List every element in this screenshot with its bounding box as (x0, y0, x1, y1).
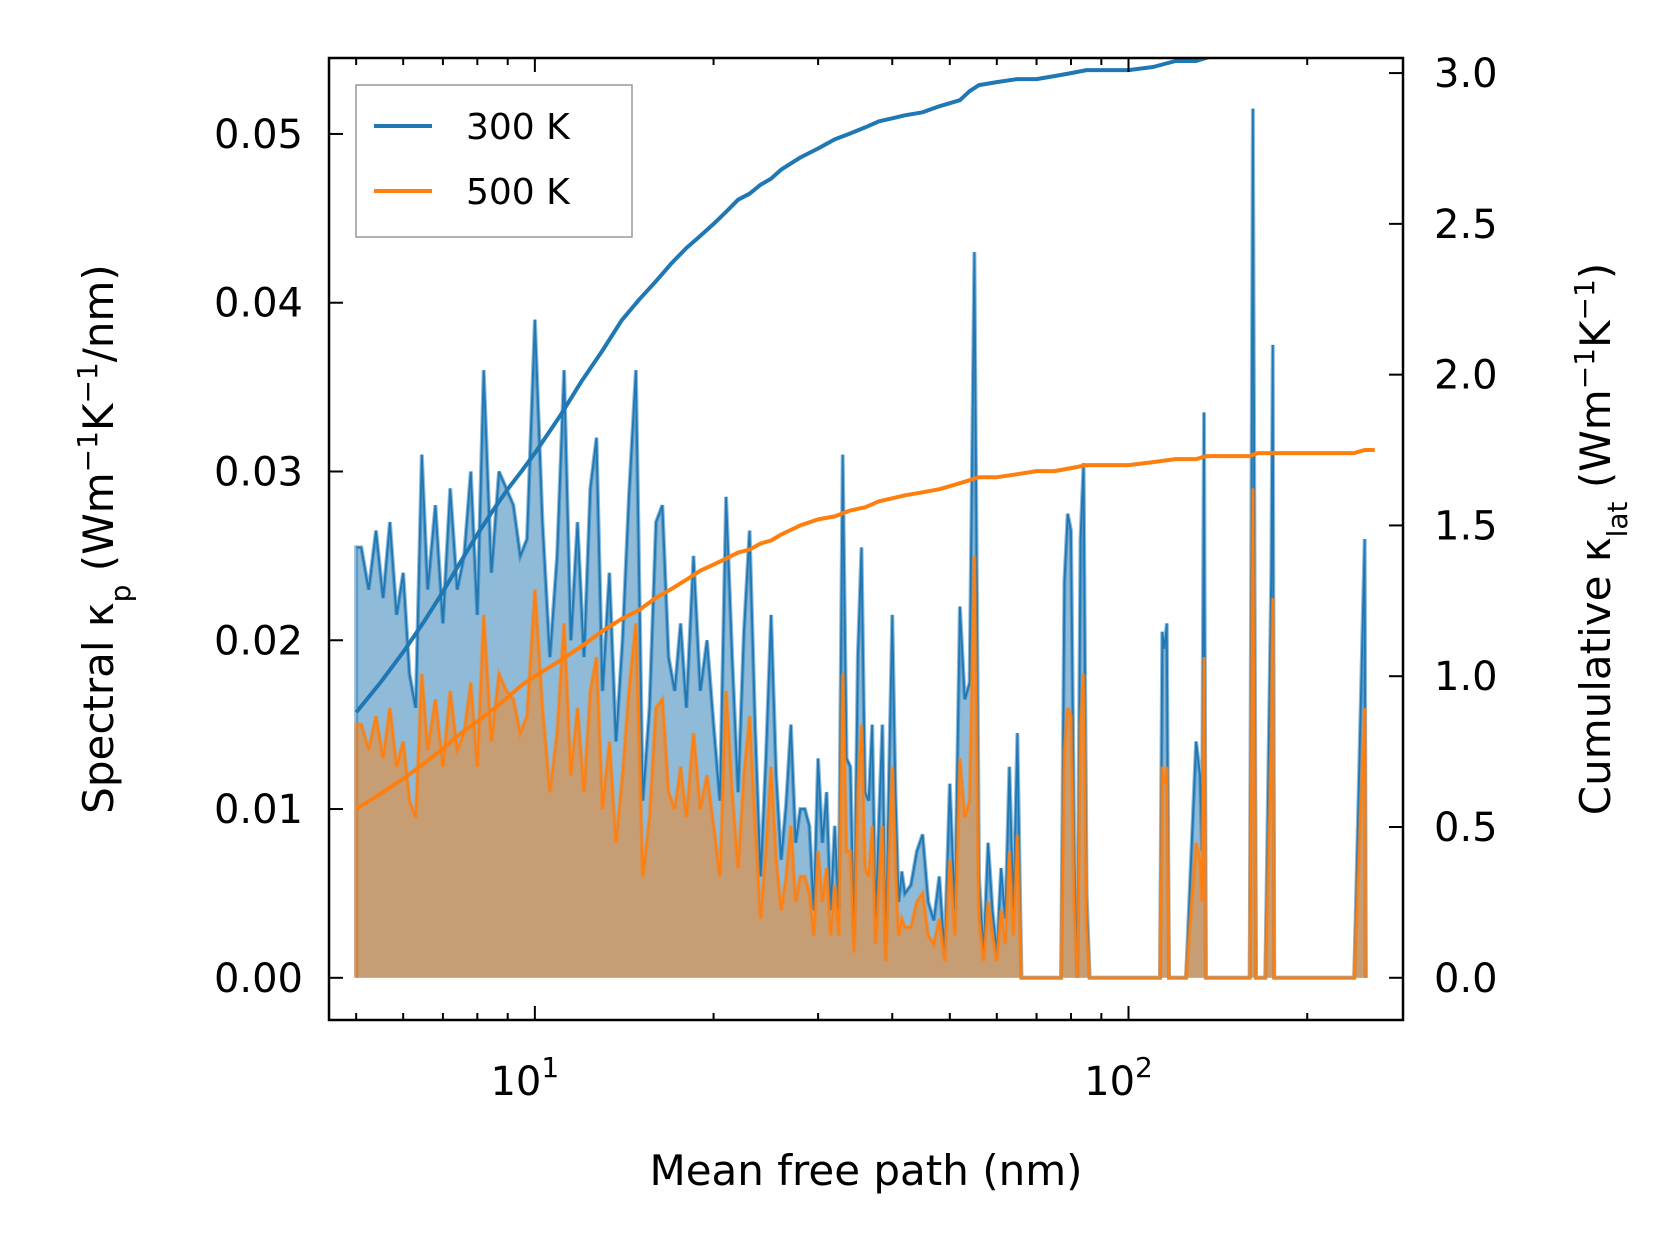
x-tick-label: 102 (1084, 1051, 1153, 1105)
y-left-tick-label: 0.05 (214, 112, 303, 158)
y-left-tick-label: 0.02 (214, 618, 303, 664)
y-left-tick-label: 0.01 (214, 787, 303, 833)
ticks-layer: 101 102 0.00 0.01 0.02 0.03 0.04 0.05 0.0 0.5 1.0 1… (214, 51, 1498, 1105)
y-right-tick-label: 2.5 (1434, 202, 1498, 248)
legend-label-300k: 300 K (466, 107, 571, 148)
plot-frame (327, 56, 1405, 1022)
y-left-tick-label: 0.03 (214, 449, 303, 495)
cumulative-line-500k (355, 448, 1375, 811)
y-axis-right-label: Cumulative κlat (Wm−1K−1) (1568, 263, 1634, 815)
y-right-tick-label: 2.0 (1434, 353, 1498, 399)
y-right-tick-label: 1.5 (1434, 503, 1498, 549)
y-right-tick-label: 0.0 (1434, 956, 1498, 1002)
y-right-tick-label: 0.5 (1434, 805, 1498, 851)
y-right-tick-label: 3.0 (1434, 51, 1498, 97)
x-tick-label: 101 (490, 1051, 559, 1105)
legend-label-500k: 500 K (466, 172, 571, 213)
y-axis-left-label: Spectral κp (Wm−1K−1/nm) (71, 264, 137, 814)
spectral-layer (354, 108, 1368, 980)
y-left-tick-label: 0.04 (214, 281, 303, 327)
spectral-line-500k (356, 488, 1367, 979)
x-axis-label: Mean free path (nm) (649, 1146, 1082, 1195)
legend-frame (355, 84, 633, 238)
y-left-tick-label: 0.00 (214, 956, 303, 1002)
y-right-tick-label: 1.0 (1434, 654, 1498, 700)
legend: 300 K 500 K (355, 84, 633, 238)
